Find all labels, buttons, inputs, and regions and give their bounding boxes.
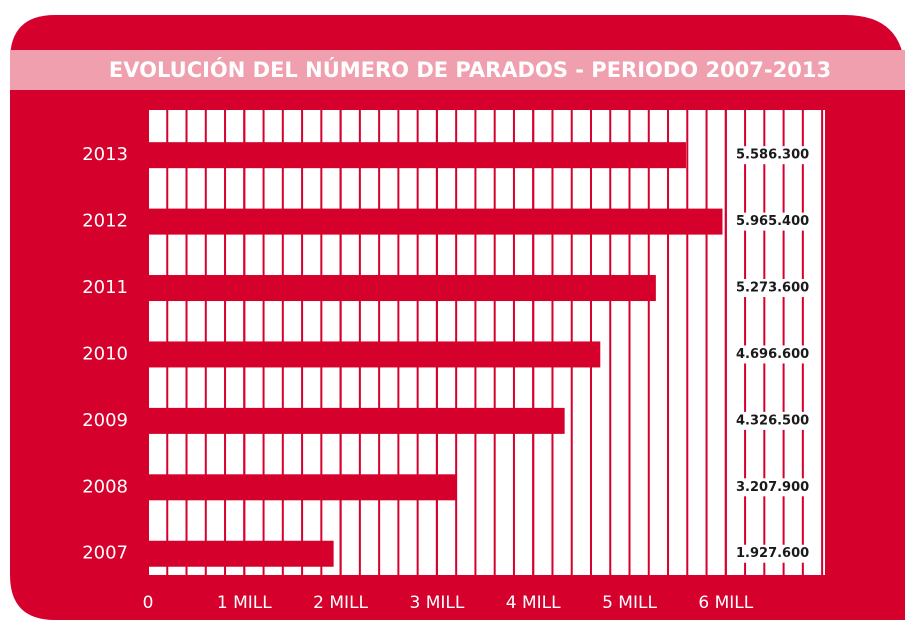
value-label-bg — [733, 478, 813, 497]
y-tick-label: 2012 — [82, 211, 128, 232]
x-tick-label: 1 MILL — [217, 593, 272, 613]
y-tick-label: 2009 — [82, 410, 128, 431]
x-tick-label: 6 MILL — [698, 593, 753, 613]
value-label-bg — [733, 345, 813, 364]
value-label-bg — [733, 279, 813, 298]
bar — [148, 341, 601, 368]
bar — [148, 208, 723, 235]
y-tick-label: 2008 — [82, 476, 128, 497]
y-tick-label: 2013 — [82, 144, 128, 165]
value-label: 4.696.600 — [736, 347, 809, 362]
x-tick-label: 5 MILL — [602, 593, 657, 613]
value-label: 5.273.600 — [736, 281, 809, 296]
y-tick-label: 2011 — [82, 277, 128, 298]
value-label: 5.965.400 — [736, 214, 809, 229]
bar — [148, 474, 457, 501]
y-tick-label: 2010 — [82, 343, 128, 364]
value-label: 4.326.500 — [736, 413, 809, 428]
value-label: 3.207.900 — [736, 480, 809, 495]
x-tick-label: 2 MILL — [313, 593, 368, 613]
value-label: 5.586.300 — [736, 148, 809, 163]
x-tick-label: 4 MILL — [506, 593, 561, 613]
bar — [148, 275, 656, 302]
chart-title: EVOLUCIÓN DEL NÚMERO DE PARADOS - PERIOD… — [109, 57, 831, 82]
value-label-bg — [733, 411, 813, 430]
x-tick-label: 0 — [143, 593, 154, 613]
value-label-bg — [733, 212, 813, 231]
bar — [148, 142, 686, 169]
value-label: 1.927.600 — [736, 546, 809, 561]
y-tick-label: 2007 — [82, 543, 128, 564]
value-label-bg — [733, 146, 813, 165]
title-band — [10, 50, 905, 90]
x-tick-label: 3 MILL — [409, 593, 464, 613]
value-label-bg — [733, 544, 813, 563]
bar — [148, 540, 334, 567]
bar — [148, 407, 565, 434]
